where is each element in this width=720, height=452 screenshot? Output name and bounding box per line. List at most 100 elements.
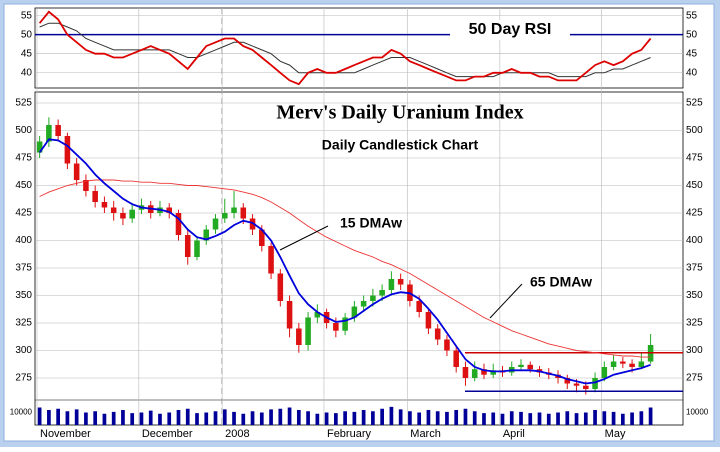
volume-bar [352, 411, 357, 425]
volume-bar [185, 408, 190, 425]
x-tick-label: February [327, 428, 372, 440]
volume-bar [435, 411, 440, 425]
volume-bar [241, 413, 246, 425]
volume-bar [371, 411, 375, 425]
y-tick-label: 45 [21, 48, 33, 59]
volume-bar [37, 407, 42, 425]
y-tick-label: 400 [15, 235, 32, 246]
volume-bar [648, 407, 653, 425]
x-tick-label: May [605, 428, 626, 440]
volume-bar [556, 412, 560, 425]
volume-bar [306, 411, 310, 425]
volume-bar [176, 410, 181, 425]
line-series [38, 10, 652, 86]
volume-bar [482, 413, 486, 425]
volume-bar [324, 412, 329, 425]
y-tick-label: 525 [686, 98, 703, 109]
candle-body [129, 209, 135, 219]
candle-body [231, 207, 237, 213]
candle-body [564, 378, 571, 384]
volume-bar [111, 411, 116, 425]
candle-body [416, 301, 422, 312]
candle-body [342, 317, 348, 331]
volume-bar [417, 412, 422, 425]
candle-body [268, 246, 274, 274]
candle-body [166, 207, 173, 213]
y-tick-label: 50 [686, 29, 698, 40]
candle-body [110, 207, 117, 213]
volume-bar [630, 412, 634, 425]
volume-bar [528, 413, 533, 425]
candle-body [620, 361, 626, 364]
volume-bar [130, 413, 135, 425]
candle-body [46, 125, 52, 142]
annotation: 65 DMAw [530, 274, 592, 290]
candle-body [259, 229, 265, 246]
y-tick-label: 50 [21, 29, 33, 40]
candle-body [92, 191, 98, 202]
rsi-panel [34, 7, 684, 89]
x-tick-label: December [142, 428, 193, 440]
candle-body [277, 273, 284, 301]
candle-body [638, 361, 645, 367]
volume-bar [593, 410, 597, 425]
annotation-arrow [279, 225, 329, 251]
candle-body [184, 235, 191, 257]
candle-body [240, 207, 247, 219]
canvas [3, 3, 715, 442]
y-tick-label: 300 [15, 345, 32, 356]
y-tick-label: 300 [686, 345, 703, 356]
x-tick-label: November [40, 428, 91, 440]
y-tick-label: 55 [21, 10, 33, 21]
x-tick-label: March [410, 428, 441, 440]
volume-bar [398, 409, 403, 425]
volume-bar [222, 409, 227, 425]
volume-bar [408, 411, 412, 425]
candle-body [64, 136, 71, 164]
candle-body [296, 328, 302, 345]
y-tick-label: 55 [686, 10, 698, 21]
volume-bar [315, 413, 320, 425]
candle-body [610, 361, 617, 367]
volume-bar [204, 412, 209, 425]
volume-bar [611, 411, 616, 425]
volume-bar [500, 413, 505, 425]
volume-bar [602, 411, 607, 425]
candle-body [379, 290, 385, 296]
volume-bar [472, 411, 477, 425]
candle-body [194, 240, 200, 257]
volume-bar [546, 413, 551, 425]
volume-bar [259, 412, 264, 425]
candle-body [462, 367, 469, 378]
volume-bar [167, 412, 172, 425]
candle-body [73, 163, 80, 180]
candle-body [481, 369, 487, 375]
y-tick-label: 10000 [10, 408, 33, 417]
annotation: 15 DMAw [340, 215, 402, 231]
volume-bar [74, 409, 79, 425]
y-tick-label: 475 [686, 153, 703, 164]
candle-body [212, 218, 219, 230]
candle-body [490, 370, 497, 375]
candle-body [388, 279, 395, 290]
volume-bar [158, 413, 162, 425]
candle-body [573, 383, 580, 386]
chart-subtitle: Daily Candlestick Chart [322, 137, 479, 153]
candle-body [518, 364, 524, 367]
y-tick-label: 40 [686, 67, 698, 78]
chart-title: Merv's Daily Uranium Index [276, 102, 523, 124]
volume-bar [195, 413, 199, 425]
candle-body [55, 125, 61, 136]
volume-bar [56, 408, 60, 425]
y-tick-label: 525 [15, 98, 32, 109]
volume-bar [537, 412, 542, 425]
volume-bar [296, 410, 301, 425]
volume-bar [287, 407, 292, 425]
volume-bar [361, 410, 366, 425]
rsi-title-bg [450, 20, 570, 40]
candle-body [203, 229, 210, 241]
candle-body [120, 213, 126, 219]
y-tick-label: 475 [15, 153, 32, 164]
volume-bar [213, 411, 218, 425]
volume-bar [93, 411, 98, 425]
